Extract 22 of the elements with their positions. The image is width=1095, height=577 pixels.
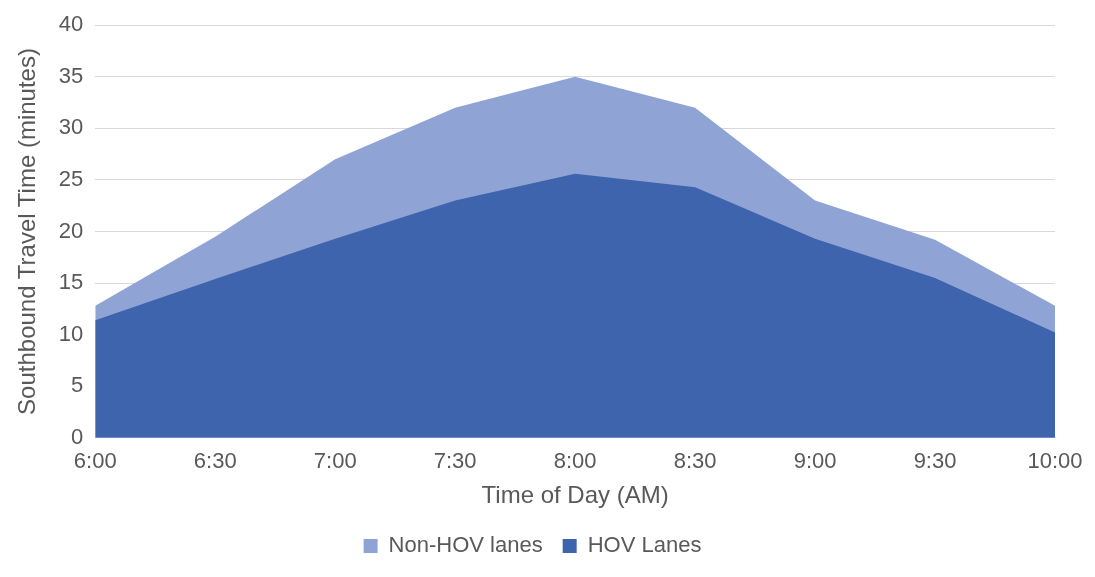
x-tick-label: 7:00 [313,448,357,474]
y-tick-label: 5 [71,372,84,398]
y-tick-label: 30 [58,114,84,140]
y-axis-title: Southbound Travel Time (minutes) [13,48,41,415]
x-tick-label: 7:30 [433,448,477,474]
x-tick-label: 6:30 [193,448,237,474]
legend-label: HOV Lanes [587,532,702,558]
y-tick-label: 10 [58,320,84,346]
x-tick-label: 8:30 [673,448,717,474]
y-tick-label: 0 [71,423,84,449]
x-tick-label: 9:00 [793,448,837,474]
y-tick-label: 40 [58,11,84,37]
x-axis-title: Time of Day (AM) [481,481,669,509]
y-tick-label: 20 [58,217,84,243]
y-tick-label: 15 [58,269,84,295]
x-tick-label: 8:00 [553,448,597,474]
legend-label: Non-HOV lanes [388,532,543,558]
x-tick-label: 9:30 [913,448,957,474]
y-tick-label: 25 [58,165,84,191]
x-tick-label: 6:00 [73,448,117,474]
y-tick-label: 35 [58,62,84,88]
x-tick-label: 10:00 [1027,448,1083,474]
